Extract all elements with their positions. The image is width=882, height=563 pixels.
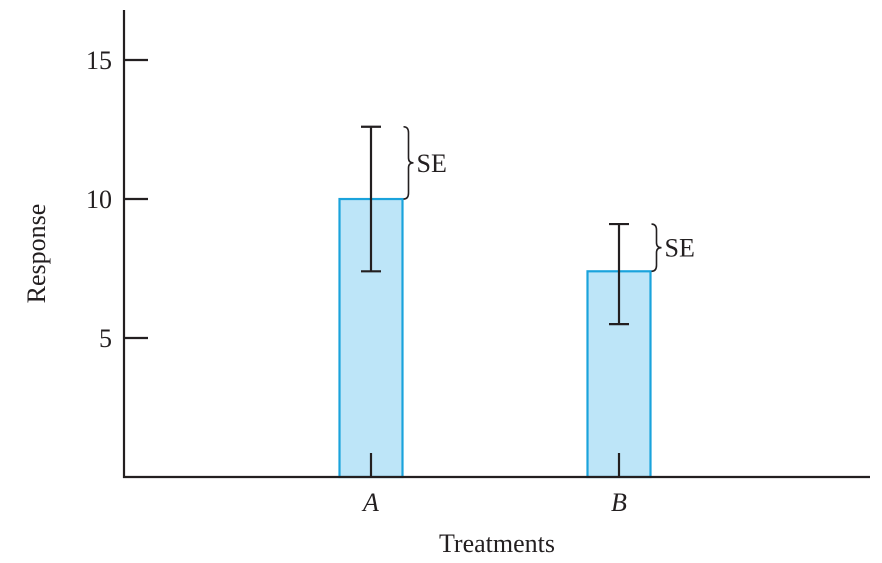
y-ticks-layer: 5 10 15 <box>86 46 148 353</box>
error-bars-layer: SE SE <box>361 125 695 477</box>
y-tick-label: 5 <box>99 324 112 353</box>
y-tick-label: 10 <box>86 185 112 214</box>
se-label: SE <box>417 149 447 178</box>
y-axis-title: Response <box>22 204 51 304</box>
se-label: SE <box>665 234 695 263</box>
x-category-label: B <box>611 488 627 517</box>
x-axis-title: Treatments <box>439 529 555 558</box>
y-tick-label: 15 <box>86 46 112 75</box>
bars-layer <box>338 197 652 479</box>
axes-layer <box>122 10 870 479</box>
x-category-label: A <box>361 488 379 517</box>
se-brace <box>403 125 414 200</box>
se-brace <box>651 223 662 273</box>
